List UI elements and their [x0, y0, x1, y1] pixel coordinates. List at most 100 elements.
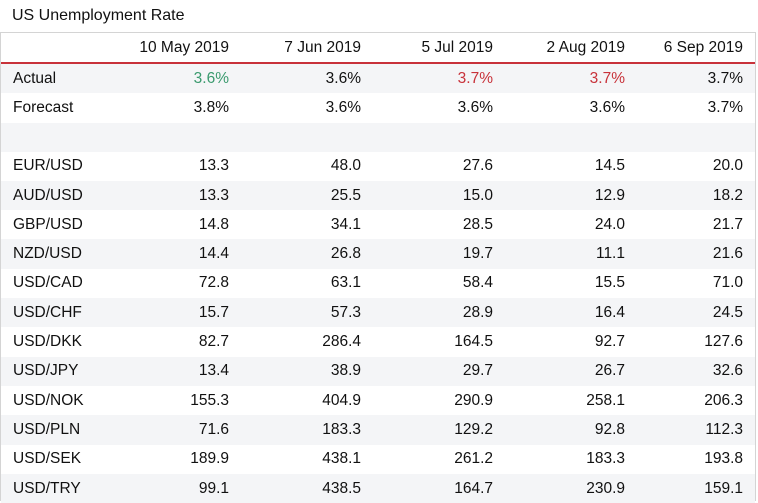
pair-value: 26.7	[594, 362, 625, 380]
pair-value: 15.7	[198, 303, 229, 321]
forecast-value: 3.6%	[589, 98, 625, 116]
row-label: Actual	[13, 69, 57, 87]
pair-value: 14.5	[594, 157, 625, 175]
pair-label: USD/CAD	[13, 274, 83, 292]
pair-value: 183.3	[586, 450, 625, 468]
pair-row: USD/CAD 72.8 63.1 58.4 15.5 71.0	[1, 268, 755, 299]
spacer-cell	[1, 123, 105, 152]
actual-value: 3.7%	[707, 69, 743, 87]
column-header: 5 Jul 2019	[361, 33, 493, 64]
pair-row: USD/SEK 189.9 438.1 261.2 183.3 193.8	[1, 444, 755, 474]
pair-value: 32.6	[712, 362, 743, 380]
pair-label: USD/DKK	[13, 333, 82, 351]
pair-label: AUD/USD	[13, 186, 83, 204]
pair-value: 48.0	[330, 157, 361, 175]
pair-value: 20.0	[712, 157, 743, 175]
pair-value: 63.1	[330, 274, 361, 292]
pair-label: USD/SEK	[13, 450, 82, 468]
pair-value: 72.8	[198, 274, 229, 292]
pair-value: 438.1	[322, 450, 361, 468]
spacer-cell	[625, 123, 755, 152]
pair-value: 24.0	[594, 215, 625, 233]
pair-label: USD/NOK	[13, 391, 84, 409]
row-label: Forecast	[13, 98, 74, 116]
pair-value: 159.1	[704, 479, 743, 497]
pair-row: USD/DKK 82.7 286.4 164.5 92.7 127.6	[1, 327, 755, 357]
forecast-row: Forecast 3.8% 3.6% 3.6% 3.6% 3.7%	[1, 93, 755, 123]
pair-value: 193.8	[704, 450, 743, 468]
forecast-value: 3.7%	[707, 98, 743, 116]
header-empty	[1, 33, 105, 64]
table-title: US Unemployment Rate	[12, 7, 185, 24]
spacer-cell	[229, 123, 361, 152]
forecast-value: 3.8%	[193, 98, 229, 116]
pair-value: 27.6	[462, 157, 493, 175]
pair-row: USD/PLN 71.6 183.3 129.2 92.8 112.3	[1, 415, 755, 445]
pair-label: USD/TRY	[13, 479, 81, 497]
pair-value: 13.3	[198, 157, 229, 175]
pair-value: 38.9	[330, 362, 361, 380]
pair-label: NZD/USD	[13, 245, 82, 263]
pair-value: 34.1	[330, 215, 361, 233]
pair-value: 438.5	[322, 479, 361, 497]
pair-row: USD/CHF 15.7 57.3 28.9 16.4 24.5	[1, 298, 755, 328]
actual-value: 3.7%	[589, 69, 625, 87]
pair-value: 16.4	[594, 303, 625, 321]
spacer-cell	[493, 123, 625, 152]
spacer-cell	[105, 123, 229, 152]
pair-value: 71.6	[198, 420, 229, 438]
pair-value: 82.7	[198, 333, 229, 351]
pair-value: 127.6	[704, 333, 743, 351]
pair-value: 92.7	[594, 333, 625, 351]
pair-value: 21.7	[712, 215, 743, 233]
pair-value: 290.9	[454, 391, 493, 409]
column-header: 7 Jun 2019	[229, 33, 361, 64]
actual-value: 3.6%	[193, 69, 229, 87]
column-header: 10 May 2019	[105, 33, 229, 64]
pair-row: AUD/USD 13.3 25.5 15.0 12.9 18.2	[1, 180, 755, 211]
pair-label: USD/CHF	[13, 303, 82, 321]
pair-value: 28.5	[462, 215, 493, 233]
pair-value: 29.7	[462, 362, 493, 380]
pair-value: 183.3	[322, 420, 361, 438]
pair-value: 14.8	[198, 215, 229, 233]
actual-row: Actual 3.6% 3.6% 3.7% 3.7% 3.7%	[1, 63, 755, 94]
pair-value: 12.9	[594, 186, 625, 204]
pair-label: EUR/USD	[13, 157, 83, 175]
pair-row: NZD/USD 14.4 26.8 19.7 11.1 21.6	[1, 239, 755, 269]
pair-label: USD/JPY	[13, 362, 79, 380]
data-table-container: 10 May 2019 7 Jun 2019 5 Jul 2019 2 Aug …	[0, 32, 756, 503]
pair-value: 164.7	[454, 479, 493, 497]
pair-value: 11.1	[595, 245, 625, 263]
pair-value: 14.4	[198, 245, 229, 263]
pair-row: USD/TRY 99.1 438.5 164.7 230.9 159.1	[1, 473, 755, 503]
pair-row: EUR/USD 13.3 48.0 27.6 14.5 20.0	[1, 151, 755, 181]
pair-value: 15.0	[462, 186, 493, 204]
pair-row: GBP/USD 14.8 34.1 28.5 24.0 21.7	[1, 210, 755, 240]
pair-value: 286.4	[322, 333, 361, 351]
pair-value: 71.0	[712, 274, 743, 292]
forecast-value: 3.6%	[325, 98, 361, 116]
pair-value: 58.4	[462, 274, 493, 292]
pair-value: 13.4	[198, 362, 229, 380]
pair-value: 261.2	[454, 450, 493, 468]
actual-value: 3.7%	[457, 69, 493, 87]
pair-value: 164.5	[454, 333, 493, 351]
pair-value: 155.3	[190, 391, 229, 409]
pair-row: USD/JPY 13.4 38.9 29.7 26.7 32.6	[1, 356, 755, 386]
pair-value: 99.1	[198, 479, 229, 497]
pair-value: 112.3	[705, 420, 743, 438]
pair-value: 92.8	[594, 420, 625, 438]
pair-label: GBP/USD	[13, 215, 83, 233]
pair-value: 15.5	[594, 274, 625, 292]
pair-value: 129.2	[454, 420, 493, 438]
pair-value: 21.6	[712, 245, 743, 263]
header-row: 10 May 2019 7 Jun 2019 5 Jul 2019 2 Aug …	[1, 33, 755, 64]
pair-value: 19.7	[462, 245, 493, 263]
column-header: 2 Aug 2019	[493, 33, 625, 64]
pair-value: 28.9	[462, 303, 493, 321]
pair-value: 404.9	[322, 391, 361, 409]
column-header: 6 Sep 2019	[625, 33, 755, 64]
pair-value: 13.3	[198, 186, 229, 204]
pair-value: 24.5	[712, 303, 743, 321]
